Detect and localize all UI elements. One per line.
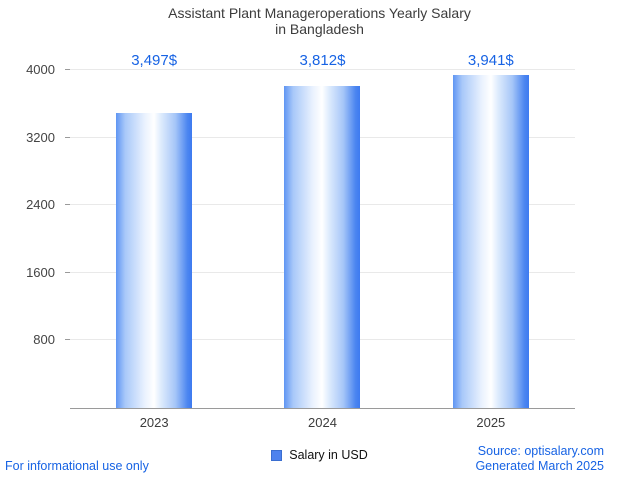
value-label-2025: 3,941$ xyxy=(467,52,514,69)
y-tick-label: 4000 xyxy=(26,62,55,77)
y-axis: 800 1600 2400 3200 4000 xyxy=(0,62,65,408)
bar-slot xyxy=(238,70,406,408)
y-tick-label: 2400 xyxy=(26,197,55,213)
y-axis-tick xyxy=(65,339,70,341)
y-axis-tick xyxy=(65,136,70,138)
y-axis-tick xyxy=(65,271,70,273)
legend-label: Salary in USD xyxy=(289,448,368,462)
legend-swatch-icon xyxy=(271,449,283,461)
value-label-2024: 3,812$ xyxy=(299,52,346,69)
bar-2024[interactable] xyxy=(284,85,361,408)
y-tick-label: 800 xyxy=(33,332,55,348)
plot-area xyxy=(65,69,575,409)
chart-title: Assistant Plant Manageroperations Yearly… xyxy=(0,5,639,37)
disclaimer-text: For informational use only xyxy=(5,459,149,473)
y-axis-tick xyxy=(65,69,70,70)
x-tick-label-2025: 2025 xyxy=(476,415,506,430)
chart-title-line1: Assistant Plant Manageroperations Yearly… xyxy=(168,5,471,21)
chart-title-line2: in Bangladesh xyxy=(275,21,364,37)
y-tick-label: 3200 xyxy=(26,129,55,145)
bar-2025[interactable] xyxy=(452,75,529,408)
bar-2023[interactable] xyxy=(116,112,193,408)
y-axis-tick xyxy=(65,204,70,206)
x-tick-label-2023: 2023 xyxy=(139,415,169,430)
source-link[interactable]: Source: optisalary.com xyxy=(477,444,604,458)
y-tick-label: 1600 xyxy=(26,264,55,280)
bar-slot xyxy=(70,70,238,408)
generated-date: Generated March 2025 xyxy=(475,459,604,473)
source-info: Source: optisalary.com Generated March 2… xyxy=(475,444,604,474)
value-label-2023: 3,497$ xyxy=(131,52,178,69)
bar-slot xyxy=(407,70,575,408)
legend: Salary in USD xyxy=(0,448,639,462)
gridline xyxy=(70,69,575,70)
x-tick-label-2024: 2024 xyxy=(308,415,337,430)
